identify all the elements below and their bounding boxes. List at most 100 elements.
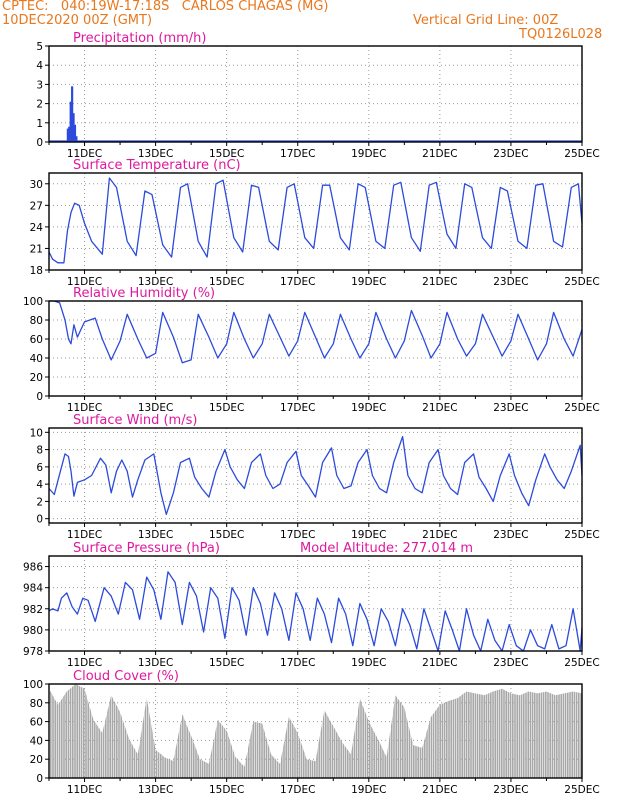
cloud-bar — [536, 684, 538, 778]
cloud-bar — [281, 684, 283, 778]
cloud-bar — [569, 684, 571, 778]
cloud-bar — [421, 684, 424, 778]
plot-frame — [48, 427, 583, 524]
plot-frame — [48, 555, 583, 652]
cloud-bar — [391, 684, 393, 778]
chart-title: Surface Wind (m/s) — [73, 413, 197, 428]
cloud-bar — [56, 684, 59, 778]
cloud-bar — [415, 684, 417, 778]
x-tick-label: 11DEC — [67, 148, 102, 160]
cloud-bar — [393, 684, 395, 778]
x-tick-label: 19DEC — [351, 276, 386, 288]
cloud-bar — [305, 684, 307, 778]
cloud-bar — [560, 684, 562, 778]
cloud-bar — [274, 684, 276, 778]
cloud-bar — [54, 684, 56, 778]
cloud-bar — [294, 684, 296, 778]
x-tick-label: 11DEC — [67, 657, 102, 669]
cloud-bar — [549, 684, 551, 778]
cloud-bar — [523, 684, 525, 778]
cloud-bar — [303, 684, 305, 778]
x-tick-label: 19DEC — [351, 529, 386, 541]
cloud-bar — [437, 684, 439, 778]
y-tick-label: 60 — [30, 334, 43, 346]
y-tick-label: 40 — [30, 735, 43, 747]
cloud-bar — [490, 684, 492, 778]
cloud-bar — [300, 684, 303, 778]
chart-title: Precipitation (mm/h) — [73, 31, 206, 46]
cloud-bar — [349, 684, 351, 778]
chart-title: Cloud Cover (%) — [73, 669, 179, 684]
x-tick-label: 21DEC — [422, 402, 457, 414]
y-tick-label: 5 — [36, 41, 43, 53]
cloud-bar — [221, 684, 224, 778]
cloud-bar — [193, 684, 195, 778]
cloud-bar — [116, 684, 118, 778]
cloud-bar — [342, 684, 345, 778]
y-tick-label: 0 — [36, 391, 43, 403]
cloud-bar — [248, 684, 250, 778]
cloud-bar — [239, 684, 241, 778]
cloud-bar — [575, 684, 578, 778]
x-tick-label: 11DEC — [67, 402, 102, 414]
cloud-bar — [226, 684, 228, 778]
cloud-bar — [377, 684, 380, 778]
cloud-bar — [138, 684, 140, 778]
cloud-bar — [212, 684, 215, 778]
x-tick-label: 19DEC — [351, 657, 386, 669]
y-tick-label: 10 — [30, 427, 43, 439]
y-tick-label: 24 — [30, 222, 44, 234]
cloud-bar — [369, 684, 371, 778]
cloud-bar — [173, 684, 175, 778]
cloud-bar — [168, 684, 171, 778]
x-tick-label: 17DEC — [280, 529, 315, 541]
y-tick-label: 984 — [23, 583, 43, 595]
cloud-bar — [540, 684, 543, 778]
chart-title: Relative Humidity (%) — [73, 286, 215, 301]
y-tick-label: 30 — [30, 179, 43, 191]
cloud-bar — [487, 684, 490, 778]
cloud-bar — [113, 684, 116, 778]
x-tick-label: 15DEC — [209, 784, 244, 796]
cloud-bar — [496, 684, 499, 778]
cloud-bar — [261, 684, 263, 778]
y-tick-label: 20 — [30, 372, 43, 384]
cloud-bar — [133, 684, 136, 778]
cloud-bar — [186, 684, 188, 778]
x-tick-label: 11DEC — [67, 529, 102, 541]
cloud-bar — [201, 684, 204, 778]
cloud-bar — [78, 684, 81, 778]
cloud-bar — [63, 684, 65, 778]
y-tick-label: 980 — [23, 625, 43, 637]
wind-line — [48, 435, 583, 516]
cloud-bar — [397, 684, 400, 778]
cloud-bar — [419, 684, 422, 778]
cloud-bar — [386, 684, 389, 778]
cloud-bar — [177, 684, 180, 778]
cloud-bar — [395, 684, 397, 778]
precipitation-chart: 0 1 2 3 4 5 11DEC 13DEC 15DEC 17DEC 19DEC 21DEC 23DE… — [36, 31, 599, 160]
x-tick-label: 11DEC — [67, 276, 102, 288]
x-tick-label: 23DEC — [493, 657, 528, 669]
cloud-bar — [215, 684, 217, 778]
cloud-bar — [270, 684, 272, 778]
station-title: CPTEC: 040:19W-17:18S CARLOS CHAGAS (MG) — [2, 0, 329, 14]
y-tick-label: 27 — [30, 200, 43, 212]
cloud-bar — [410, 684, 413, 778]
cloud-bar — [122, 684, 125, 778]
cloud-bar — [479, 684, 481, 778]
cloud-bar — [245, 684, 248, 778]
y-tick-label: 986 — [23, 562, 43, 574]
cloud-bar — [353, 684, 356, 778]
cloud-bar — [531, 684, 534, 778]
cloud-bar — [364, 684, 367, 778]
cloud-bar — [492, 684, 494, 778]
cloud-bar — [69, 684, 72, 778]
cloud-bar — [327, 684, 329, 778]
y-tick-label: 0 — [36, 514, 43, 526]
x-tick-label: 25DEC — [564, 657, 599, 669]
cloud-bar — [520, 684, 523, 778]
cloud-bar — [435, 684, 437, 778]
cloud-bar — [404, 684, 406, 778]
cloud-bar — [80, 684, 83, 778]
